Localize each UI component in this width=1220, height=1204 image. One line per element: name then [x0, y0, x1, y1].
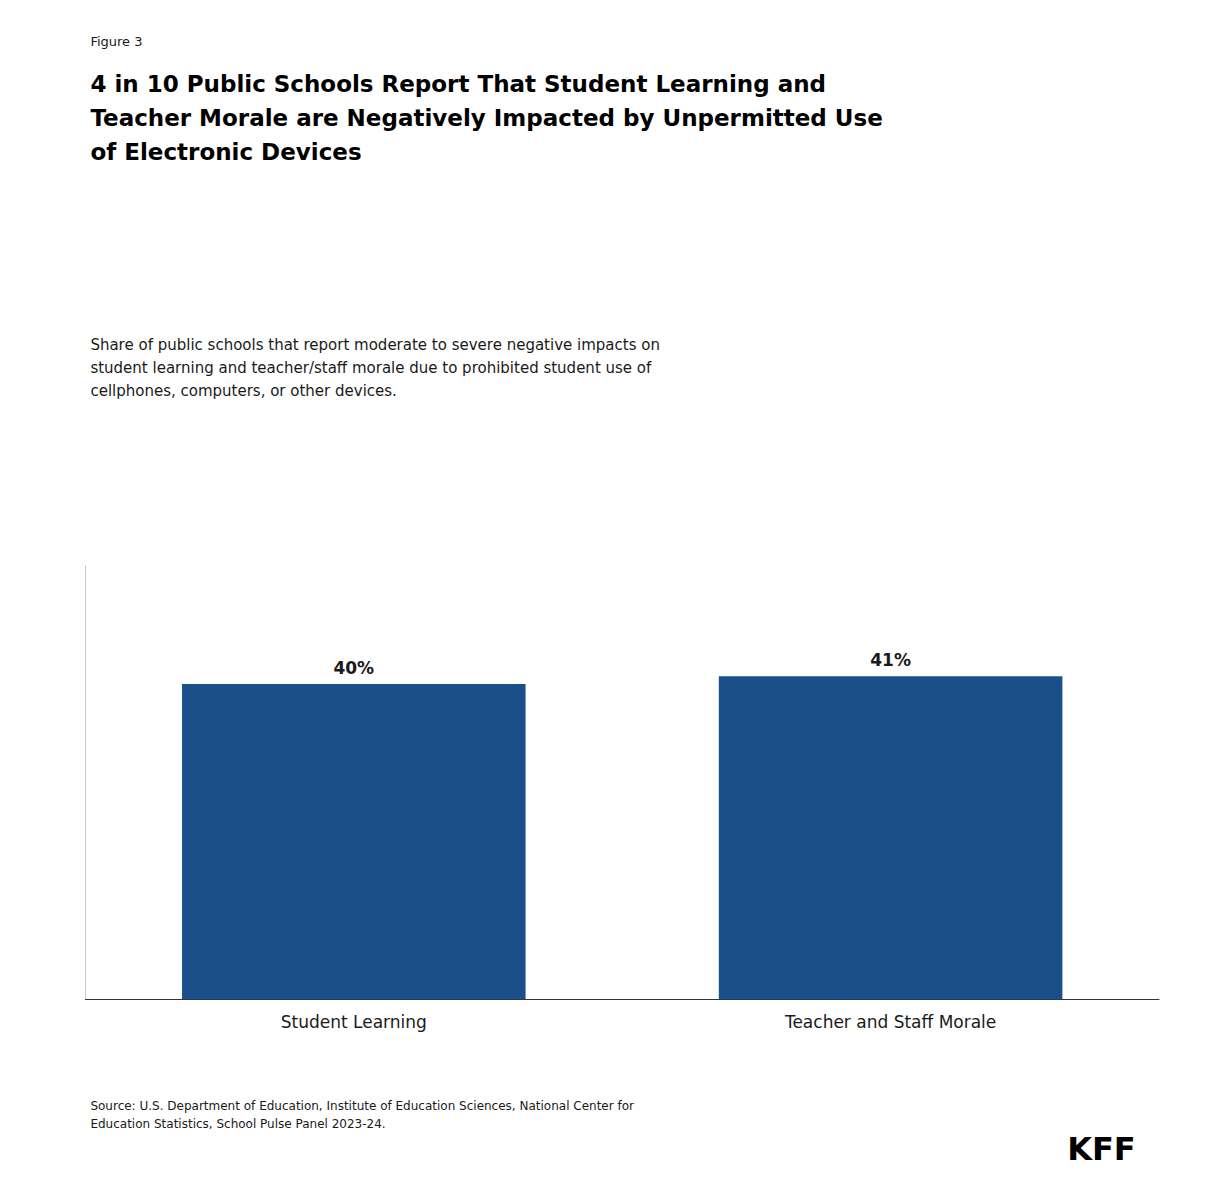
svg-text:41%: 41% [870, 650, 911, 670]
svg-text:cellphones, computers, or othe: cellphones, computers, or other devices. [90, 382, 397, 400]
svg-text:Share of public schools that r: Share of public schools that report mode… [90, 336, 660, 354]
svg-text:Figure 3: Figure 3 [90, 34, 142, 49]
svg-text:Education Statistics, School P: Education Statistics, School Pulse Panel… [90, 1117, 385, 1131]
svg-text:student learning and teacher/s: student learning and teacher/staff moral… [90, 359, 652, 377]
svg-text:of Electronic Devices: of Electronic Devices [90, 139, 361, 165]
svg-text:Source: U.S. Department of Edu: Source: U.S. Department of Education, In… [90, 1099, 634, 1113]
svg-text:Student Learning: Student Learning [281, 1012, 427, 1032]
svg-text:40%: 40% [333, 658, 374, 678]
svg-text:KFF: KFF [1067, 1130, 1136, 1168]
svg-text:Teacher Morale are Negatively: Teacher Morale are Negatively Impacted b… [90, 105, 882, 131]
svg-text:4 in 10 Public Schools Report: 4 in 10 Public Schools Report That Stude… [90, 71, 826, 97]
svg-text:Teacher and Staff Morale: Teacher and Staff Morale [784, 1012, 996, 1032]
